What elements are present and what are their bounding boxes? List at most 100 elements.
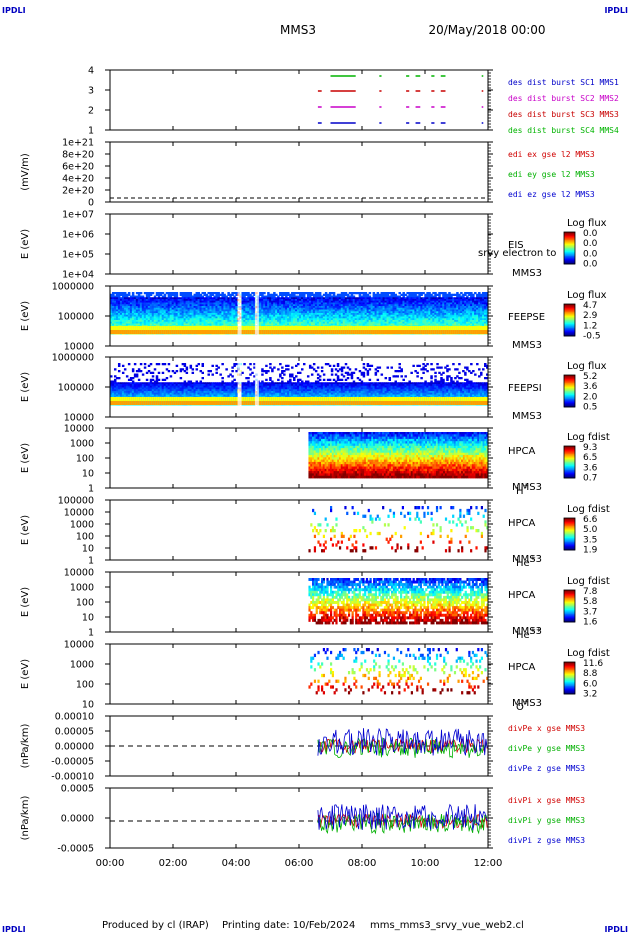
feepse-pixel — [169, 323, 173, 326]
feepse-pixel — [370, 309, 374, 312]
feepse-pixel — [376, 320, 380, 323]
feepse-pixel — [324, 311, 328, 314]
feepse-band-green — [247, 326, 250, 330]
feepse-pixel — [454, 306, 457, 309]
feepse-pixel — [476, 295, 479, 298]
feepse-pixel — [115, 314, 119, 317]
feepse-pixel — [410, 297, 413, 300]
feepse-pixel — [143, 299, 147, 302]
feepse-pixel — [113, 320, 117, 323]
panel-eis-cb-cell — [564, 261, 575, 264]
feepse-pixel — [189, 302, 193, 305]
feepse-pixel — [289, 313, 292, 316]
feepse-pixel — [438, 314, 441, 317]
feepse-pixel — [306, 302, 310, 305]
feepse-pixel — [464, 300, 467, 303]
feepse-pixel — [342, 320, 346, 323]
feepse-pixel — [141, 320, 145, 323]
feepse-band-green — [320, 326, 324, 330]
feepse-pixel — [354, 323, 358, 326]
feepse-pixel — [199, 295, 203, 298]
feepse-pixel — [283, 292, 286, 295]
feepse-pixel — [422, 297, 425, 300]
feepse-pixel — [378, 313, 382, 316]
feepse-pixel — [380, 318, 384, 321]
feepse-pixel — [442, 292, 445, 295]
feepse-pixel — [115, 318, 119, 321]
feepse-pixel — [444, 306, 447, 309]
feepse-pixel — [209, 320, 212, 323]
feepse-pixel — [474, 323, 477, 326]
feepse-pixel — [478, 314, 481, 317]
feepse-pixel — [123, 311, 127, 314]
feepse-band-yellow — [300, 330, 304, 334]
feepse-pixel — [394, 323, 397, 326]
feepse-pixel — [326, 320, 330, 323]
feepse-pixel — [227, 321, 230, 324]
feepse-band-yellow — [129, 330, 133, 334]
panel-eis-cb-frame — [563, 231, 576, 265]
feepse-pixel — [458, 307, 461, 310]
feepse-pixel — [171, 304, 175, 307]
feepse-pixel — [115, 313, 119, 316]
feepse-pixel — [356, 313, 360, 316]
feepse-band-yellow — [470, 330, 473, 334]
feepse-pixel — [189, 292, 193, 295]
feepse-pixel — [137, 313, 141, 316]
feepse-pixel — [360, 321, 364, 324]
feepse-pixel — [388, 323, 392, 326]
feepse-pixel — [418, 306, 421, 309]
feepse-pixel — [372, 302, 376, 305]
feepse-pixel — [211, 293, 214, 296]
feepse-pixel — [217, 320, 220, 323]
feepse-pixel — [271, 304, 274, 307]
feepse-pixel — [454, 323, 457, 326]
feepse-pixel — [110, 297, 113, 300]
feepse-pixel — [302, 307, 306, 310]
feepse-pixel — [161, 318, 165, 321]
feepse-pixel — [297, 318, 300, 321]
feepse-pixel — [310, 316, 314, 319]
feepse-pixel — [450, 306, 453, 309]
feepse-pixel — [456, 306, 459, 309]
feepse-pixel — [376, 313, 380, 316]
feepse-pixel — [263, 318, 266, 321]
feepse-pixel — [211, 302, 214, 305]
feepse-pixel — [424, 307, 427, 310]
feepse-band-yellow — [175, 330, 179, 334]
feepse-pixel — [410, 313, 413, 316]
feepse-pixel — [332, 293, 336, 296]
feepse-pixel — [207, 307, 210, 310]
feepse-pixel — [221, 292, 224, 295]
feepse-pixel — [402, 306, 405, 309]
feepse-pixel — [195, 307, 199, 310]
feepse-pixel — [127, 311, 131, 314]
feepse-pixel — [382, 304, 386, 307]
feepse-pixel — [205, 311, 208, 314]
feepse-band-yellow — [364, 330, 368, 334]
feepse-pixel — [346, 309, 350, 312]
feepse-pixel — [468, 321, 471, 324]
feepse-band-green — [169, 326, 173, 330]
feepse-pixel — [215, 299, 218, 302]
feepse-pixel — [113, 302, 117, 305]
feepse-pixel — [287, 304, 290, 307]
feepse-pixel — [273, 302, 276, 305]
feepse-pixel — [404, 311, 407, 314]
feepse-pixel — [259, 306, 262, 309]
feepse-pixel — [163, 306, 167, 309]
feepse-pixel — [342, 300, 346, 303]
feepse-pixel — [167, 314, 171, 317]
feepse-pixel — [392, 311, 395, 314]
feepse-band-green — [462, 326, 465, 330]
feepse-pixel — [133, 320, 137, 323]
feepse-pixel — [306, 307, 310, 310]
feepse-pixel — [271, 299, 274, 302]
feepse-pixel — [139, 311, 143, 314]
feepse-pixel — [213, 323, 216, 326]
feepse-pixel — [422, 292, 425, 295]
feepse-pixel — [251, 307, 254, 310]
feepse-pixel — [320, 316, 324, 319]
feepse-pixel — [312, 309, 316, 312]
feepse-band-green — [470, 326, 473, 330]
